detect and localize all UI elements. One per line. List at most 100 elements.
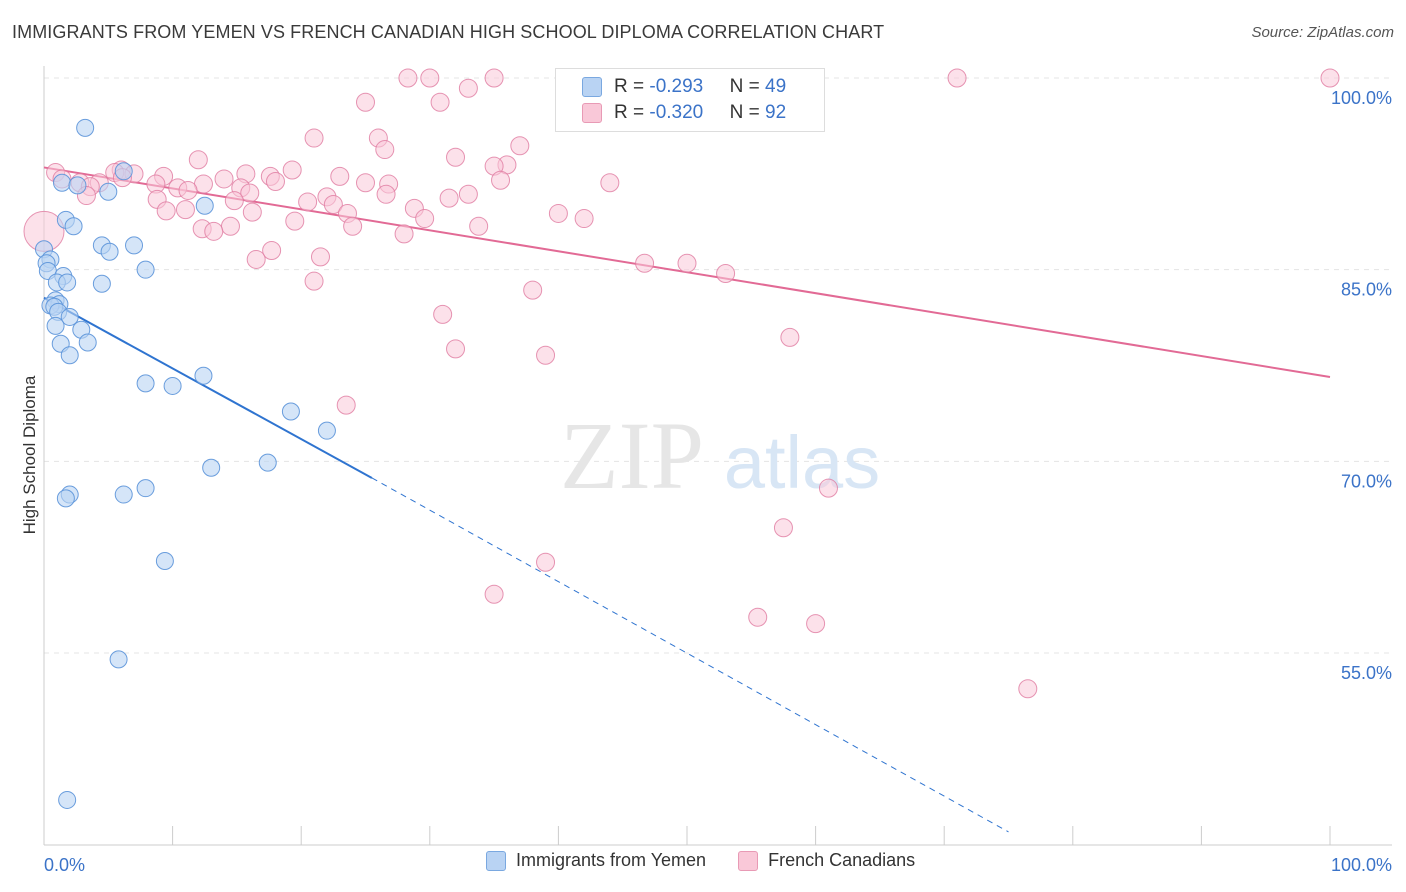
data-point-french [458, 78, 478, 98]
data-point-yemen [68, 176, 87, 195]
data-point-french [304, 128, 324, 148]
n-value-french: 92 [765, 102, 787, 123]
data-point-french [246, 249, 266, 269]
data-point-french [282, 160, 302, 180]
data-point-french [818, 478, 838, 498]
data-point-yemen [136, 374, 155, 393]
data-point-yemen [58, 790, 77, 809]
legend-item-yemen[interactable]: Immigrants from Yemen [486, 850, 706, 871]
y-tick-label: 55.0% [1341, 663, 1392, 683]
grid-lines [44, 77, 1392, 654]
axes [43, 66, 1392, 846]
data-point-yemen [46, 316, 65, 335]
data-point-yemen [195, 196, 214, 215]
data-point-yemen [56, 489, 75, 508]
data-point-yemen [92, 274, 111, 293]
data-point-french [310, 247, 330, 267]
stats-swatch-french [582, 103, 602, 123]
data-point-french [433, 304, 453, 324]
data-point-yemen [99, 182, 118, 201]
data-point-french [356, 92, 375, 112]
data-point-french [947, 68, 967, 88]
data-point-french [214, 169, 234, 189]
data-point-french [394, 224, 414, 244]
data-point-yemen [53, 173, 72, 192]
data-point-french [548, 203, 568, 223]
data-point-french [330, 166, 350, 186]
data-point-french [677, 253, 697, 273]
watermark: ZIP atlas [560, 402, 880, 509]
data-point-yemen [78, 333, 97, 352]
legend-item-french[interactable]: French Canadians [738, 850, 915, 871]
data-point-yemen [155, 552, 174, 570]
data-point-yemen [202, 458, 221, 477]
y-tick-label: 70.0% [1341, 471, 1392, 491]
data-point-french [536, 552, 556, 572]
data-point-french [574, 209, 594, 229]
stats-box: R = -0.293 N = 49 R = -0.320 N = 92 [555, 68, 825, 132]
r-label: R = [614, 102, 650, 123]
data-point-yemen [163, 376, 182, 395]
data-point-french [446, 339, 466, 359]
data-point-french [304, 271, 324, 291]
data-point-french [336, 395, 356, 415]
data-point-french [430, 92, 450, 112]
data-point-yemen [136, 260, 155, 279]
data-point-french [175, 200, 195, 220]
data-point-french [491, 170, 511, 190]
data-point-french [220, 216, 240, 236]
data-point-french [780, 327, 800, 347]
data-point-french [635, 253, 655, 273]
data-point-french [188, 150, 208, 170]
data-point-french [178, 180, 198, 200]
n-label: N = [729, 76, 766, 97]
data-point-french [600, 173, 620, 193]
y-tick-label: 100.0% [1331, 88, 1392, 108]
data-point-french [156, 201, 176, 221]
data-point-french [458, 184, 478, 204]
source-label: Source: ZipAtlas.com [1251, 24, 1394, 41]
data-point-french [224, 191, 244, 211]
data-point-french [376, 184, 396, 204]
data-point-yemen [60, 307, 79, 326]
data-point-french [323, 195, 343, 214]
y-tick-label: 85.0% [1341, 280, 1392, 300]
data-point-french [298, 192, 318, 212]
data-point-french [806, 614, 826, 634]
r-value-french: -0.320 [649, 102, 704, 123]
x-tick-label: 100.0% [1331, 855, 1392, 875]
tick-labels: 55.0% 70.0% 85.0% 100.0% 0.0% 100.0% [44, 88, 1392, 875]
data-point-yemen [109, 650, 128, 669]
data-point-yemen [58, 273, 77, 292]
data-point-french [536, 345, 556, 365]
data-point-french [262, 241, 282, 260]
legend-swatch-french [738, 850, 759, 871]
r-value-yemen: -0.293 [649, 76, 704, 97]
data-point-french [375, 140, 395, 160]
data-point-yemen [136, 479, 155, 498]
n-label: N = [729, 102, 766, 123]
legend: Immigrants from Yemen French Canadians [486, 850, 915, 871]
n-value-yemen: 49 [765, 76, 787, 97]
stats-row-yemen: R = -0.293 N = 49 [556, 73, 824, 101]
data-point-french [469, 216, 489, 236]
data-point-yemen [100, 242, 119, 261]
data-point-french [356, 173, 375, 193]
data-point-yemen [281, 402, 300, 421]
legend-swatch-yemen [486, 850, 506, 871]
data-point-yemen [64, 217, 83, 236]
french-canadians-points [23, 68, 1340, 699]
yemen-points [35, 118, 336, 809]
yemen-trend-extension [371, 477, 1009, 833]
yemen-trend-line [43, 296, 373, 479]
legend-label-yemen: Immigrants from Yemen [516, 850, 707, 870]
data-point-yemen [60, 346, 79, 365]
data-point-french [242, 202, 262, 222]
r-label: R = [614, 76, 650, 97]
data-point-french [1018, 679, 1038, 699]
data-point-french [1320, 68, 1340, 88]
data-point-french [285, 211, 305, 231]
data-point-french [716, 264, 736, 283]
data-point-french [240, 183, 260, 203]
